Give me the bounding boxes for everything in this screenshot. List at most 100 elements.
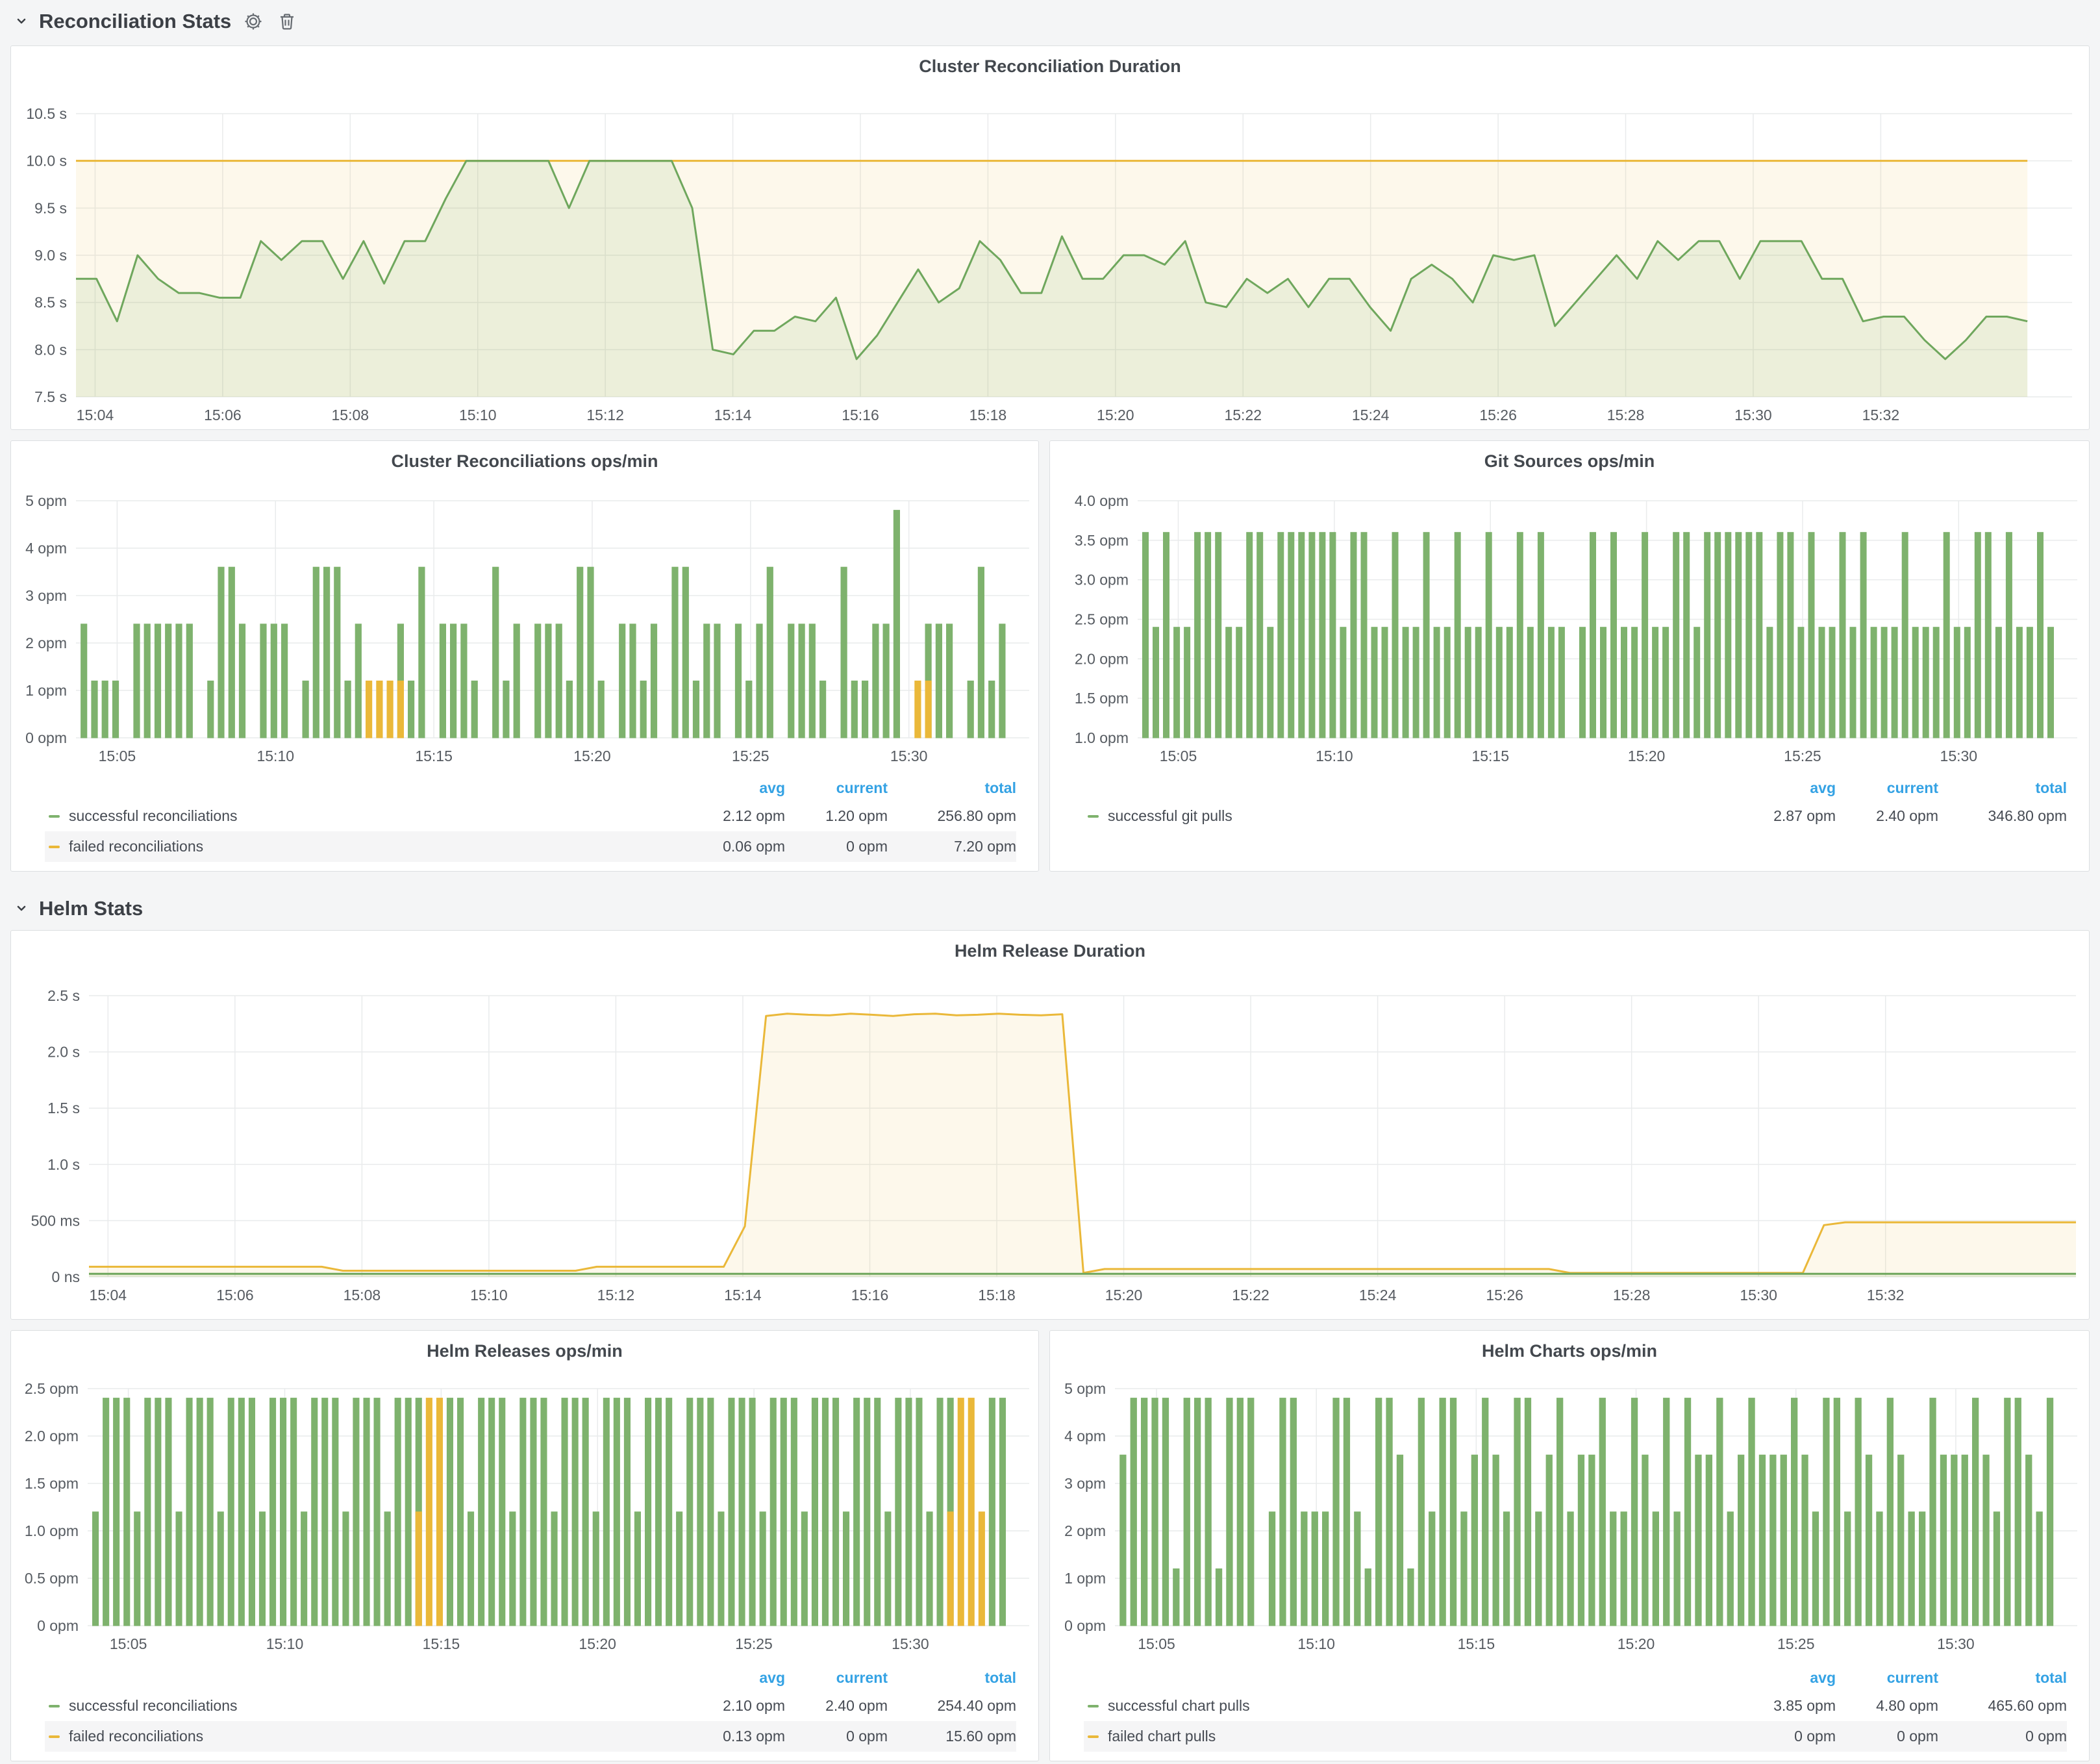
legend-col-avg[interactable]: avg xyxy=(759,779,785,796)
panel-title[interactable]: Git Sources ops/min xyxy=(1484,451,1655,471)
section-helm-stats: Helm Stats xyxy=(14,891,143,926)
panel-title[interactable]: Cluster Reconciliation Duration xyxy=(919,57,1181,76)
svg-text:1 opm: 1 opm xyxy=(25,682,67,699)
legend-col-avg[interactable]: avg xyxy=(759,1669,785,1686)
legend-col-total[interactable]: total xyxy=(2035,1669,2067,1686)
legend-current-value: 0 opm xyxy=(846,1728,888,1745)
svg-text:15:25: 15:25 xyxy=(735,1635,773,1652)
legend-col-total[interactable]: total xyxy=(2035,779,2067,796)
svg-text:15:12: 15:12 xyxy=(586,407,624,423)
svg-text:15:04: 15:04 xyxy=(90,1287,127,1304)
legend-row: failed reconciliations 0.06 opm 0 opm 7.20 … xyxy=(45,831,1016,862)
svg-text:15:30: 15:30 xyxy=(890,748,928,764)
panel-title[interactable]: Helm Release Duration xyxy=(954,941,1146,961)
svg-text:15:10: 15:10 xyxy=(1297,1635,1335,1652)
legend-series-label[interactable]: successful reconciliations xyxy=(69,807,238,824)
series-color-dash xyxy=(1088,1704,1099,1707)
section-title[interactable]: Helm Stats xyxy=(39,897,144,920)
svg-text:1.5 opm: 1.5 opm xyxy=(25,1475,79,1492)
svg-text:9.0 s: 9.0 s xyxy=(34,247,67,264)
series-color-dash xyxy=(1088,1735,1099,1738)
svg-text:0 opm: 0 opm xyxy=(25,729,67,746)
svg-text:10.5 s: 10.5 s xyxy=(26,105,67,122)
svg-text:15:20: 15:20 xyxy=(1618,1635,1655,1652)
legend-avg-value: 0.06 opm xyxy=(723,838,785,855)
legend-col-avg[interactable]: avg xyxy=(1810,779,1836,796)
svg-text:3 opm: 3 opm xyxy=(1064,1475,1106,1492)
legend-col-current[interactable]: current xyxy=(836,1669,888,1686)
legend-series-label[interactable]: failed reconciliations xyxy=(69,1728,204,1745)
legend-series-label[interactable]: failed chart pulls xyxy=(1108,1728,1216,1745)
panel-helm-release-duration: Helm Release Duration 2.5 s 2.0 s 1.5 s 1.0… xyxy=(10,930,2090,1320)
legend-col-total[interactable]: total xyxy=(984,779,1016,796)
helm-releases-chart[interactable]: 2.5 opm 2.0 opm 1.5 opm 1.0 opm 0.5 opm 0 opm… xyxy=(11,1368,1038,1661)
gear-icon[interactable] xyxy=(242,10,265,33)
panel-cluster-reconciliation-duration: Cluster Reconciliation Duration 10.5 s 10… xyxy=(10,45,2090,430)
panel-git-sources: Git Sources ops/min 4.0 opm 3.5 opm 3.0 op… xyxy=(1049,440,2090,872)
svg-text:10.0 s: 10.0 s xyxy=(26,153,67,170)
cluster-reconciliations-chart[interactable]: 5 opm 4 opm 3 opm 2 opm 1 opm 0 opm 15:05 15:10… xyxy=(11,479,1038,771)
svg-text:1.0 opm: 1.0 opm xyxy=(25,1522,79,1539)
legend-total-value: 7.20 opm xyxy=(954,838,1016,855)
svg-text:0 opm: 0 opm xyxy=(37,1617,79,1634)
svg-text:8.0 s: 8.0 s xyxy=(34,341,67,358)
svg-text:15:30: 15:30 xyxy=(1937,1635,1975,1652)
legend-current-value: 0 opm xyxy=(846,838,888,855)
legend-col-current[interactable]: current xyxy=(1886,779,1938,796)
legend-avg-value: 0 opm xyxy=(1794,1728,1836,1745)
svg-text:15:25: 15:25 xyxy=(1777,1635,1815,1652)
panel-title[interactable]: Helm Charts ops/min xyxy=(1481,1341,1658,1361)
svg-text:2.0 opm: 2.0 opm xyxy=(1075,650,1129,667)
legend-series-label[interactable]: successful reconciliations xyxy=(69,1697,238,1714)
panel-helm-releases: Helm Releases ops/min 2.5 opm 2.0 opm 1.5 … xyxy=(10,1330,1039,1761)
cluster-duration-chart[interactable]: 10.5 s 10.0 s 9.5 s 9.0 s 8.5 s 8.0 s 7.5 s 15:… xyxy=(11,84,2089,431)
legend-series-label[interactable]: successful chart pulls xyxy=(1108,1697,1250,1714)
svg-text:15:18: 15:18 xyxy=(978,1287,1016,1304)
chevron-down-icon[interactable] xyxy=(14,14,29,29)
svg-text:3.5 opm: 3.5 opm xyxy=(1075,532,1129,549)
svg-text:2.0 opm: 2.0 opm xyxy=(25,1428,79,1444)
svg-text:15:10: 15:10 xyxy=(459,407,497,423)
legend-col-current[interactable]: current xyxy=(1886,1669,1938,1686)
legend-header: avg current total xyxy=(45,775,1016,801)
panel-title[interactable]: Cluster Reconciliations ops/min xyxy=(391,451,658,471)
series-color-dash xyxy=(49,845,60,848)
legend-total-value: 346.80 opm xyxy=(1988,807,2067,824)
svg-text:2 opm: 2 opm xyxy=(1064,1522,1106,1539)
legend-series-label[interactable]: failed reconciliations xyxy=(69,838,204,855)
legend-helm-charts: avg current total successful chart pulls 3.8… xyxy=(1050,1661,2089,1752)
svg-text:15:25: 15:25 xyxy=(1784,748,1821,764)
svg-text:15:20: 15:20 xyxy=(579,1635,616,1652)
git-sources-chart[interactable]: 4.0 opm 3.5 opm 3.0 opm 2.5 opm 2.0 opm 1.5 o… xyxy=(1050,479,2089,771)
helm-release-duration-chart[interactable]: 2.5 s 2.0 s 1.5 s 1.0 s 500 ms 0 ns 15:04 15:06… xyxy=(11,968,2089,1320)
svg-text:15:10: 15:10 xyxy=(1316,748,1353,764)
svg-text:15:32: 15:32 xyxy=(1862,407,1900,423)
svg-text:15:30: 15:30 xyxy=(892,1635,929,1652)
section-title[interactable]: Reconciliation Stats xyxy=(39,10,232,32)
svg-text:2.5 opm: 2.5 opm xyxy=(1075,611,1129,628)
svg-text:15:16: 15:16 xyxy=(842,407,879,423)
legend-total-value: 465.60 opm xyxy=(1988,1697,2067,1714)
svg-text:4 opm: 4 opm xyxy=(1064,1428,1106,1444)
helm-charts-chart[interactable]: 5 opm 4 opm 3 opm 2 opm 1 opm 0 opm 15:05 15:10… xyxy=(1050,1368,2089,1661)
svg-text:15:05: 15:05 xyxy=(1138,1635,1175,1652)
legend-series-label[interactable]: successful git pulls xyxy=(1108,807,1232,824)
svg-text:15:30: 15:30 xyxy=(1740,1287,1777,1304)
legend-avg-value: 2.10 opm xyxy=(723,1697,785,1714)
svg-text:15:20: 15:20 xyxy=(1097,407,1134,423)
svg-text:1 opm: 1 opm xyxy=(1064,1570,1106,1587)
legend-row: failed chart pulls 0 opm 0 opm 0 opm xyxy=(1084,1721,2067,1752)
panel-title[interactable]: Helm Releases ops/min xyxy=(427,1341,623,1361)
svg-text:3 opm: 3 opm xyxy=(25,587,67,604)
trash-icon[interactable] xyxy=(275,10,299,33)
svg-text:15:30: 15:30 xyxy=(1940,748,1978,764)
chevron-down-icon[interactable] xyxy=(14,901,29,916)
svg-text:15:08: 15:08 xyxy=(344,1287,381,1304)
legend-col-total[interactable]: total xyxy=(984,1669,1016,1686)
section-reconciliation-stats: Reconciliation Stats xyxy=(14,4,299,39)
legend-row: failed reconciliations 0.13 opm 0 opm 15.60… xyxy=(45,1721,1016,1752)
svg-text:15:24: 15:24 xyxy=(1359,1287,1397,1304)
legend-git-sources: avg current total successful git pulls 2.87 … xyxy=(1050,771,2089,831)
legend-col-current[interactable]: current xyxy=(836,779,888,796)
legend-col-avg[interactable]: avg xyxy=(1810,1669,1836,1686)
